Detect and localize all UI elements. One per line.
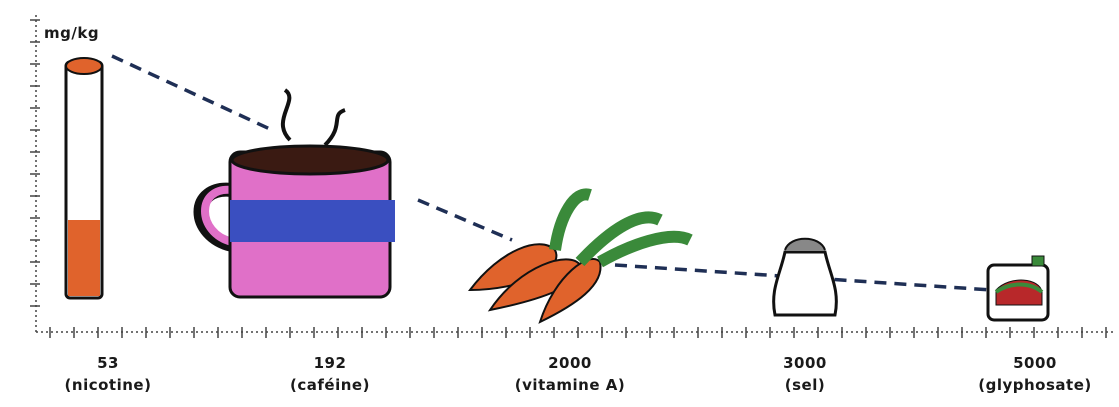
item-label: (nicotine) — [65, 376, 152, 394]
item-value: 53 — [97, 354, 119, 372]
item-value: 5000 — [1013, 354, 1057, 372]
coffee-mug-icon — [193, 88, 395, 299]
item-label: (sel) — [785, 376, 825, 394]
axis-ticks — [30, 19, 1107, 338]
trend-line — [417, 198, 513, 242]
salt-shaker-icon — [772, 237, 838, 317]
unit-label: mg/kg — [44, 24, 99, 42]
item-label: (caféine) — [290, 376, 370, 394]
carrots-icon — [467, 188, 693, 324]
glyphosate-bottle-icon — [986, 255, 1050, 322]
cigarette-icon — [64, 57, 104, 300]
item-value: 2000 — [548, 354, 592, 372]
item-value: 3000 — [783, 354, 827, 372]
item-value: 192 — [314, 354, 347, 372]
labels: 53 (nicotine) 192 (caféine) 2000 (vitamine A)… — [65, 354, 1092, 394]
item-label: (glyphosate) — [978, 376, 1091, 394]
trend-line — [111, 54, 273, 132]
item-label: (vitamine A) — [515, 376, 625, 394]
